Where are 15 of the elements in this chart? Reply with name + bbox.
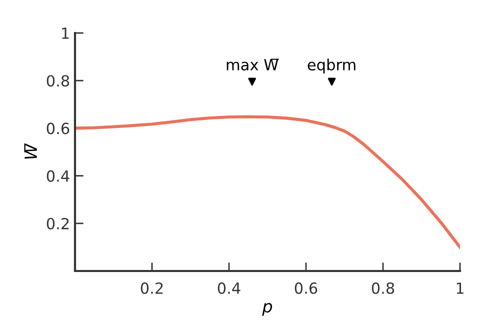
x-tick-label: 0.8 <box>372 282 394 294</box>
y-tick-label: 1 <box>62 28 69 39</box>
x-axis-title: p <box>262 303 272 316</box>
line-series <box>75 115 460 249</box>
annotation: max W̅ <box>226 58 279 70</box>
y-axis-title: W̅ <box>24 143 37 159</box>
annotation: eqbrm <box>308 58 356 74</box>
x-tick-label: 0.2 <box>140 282 163 294</box>
x-tick-label: 0.6 <box>294 282 318 294</box>
y-tick-label: 0.4 <box>46 170 70 182</box>
y-tick-label: 0.6 <box>46 122 70 134</box>
x-tick-label: 1 <box>456 282 464 294</box>
y-tick-label: 0.8 <box>46 75 70 87</box>
y-tick-label: 0.2 <box>46 218 69 230</box>
x-tick-label: 0.4 <box>218 282 240 294</box>
